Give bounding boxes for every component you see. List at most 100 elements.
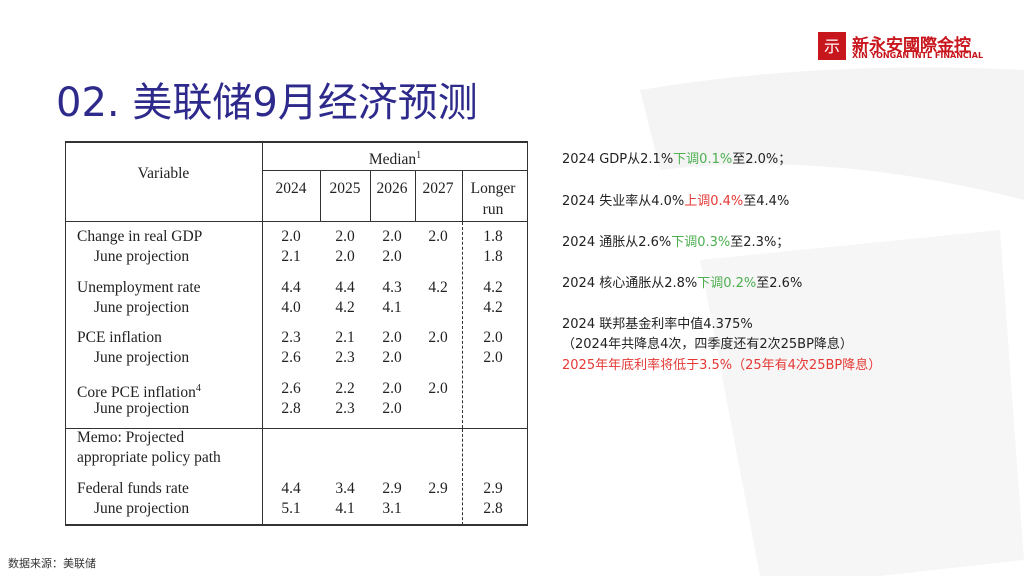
row-label: June projection bbox=[94, 400, 189, 418]
source: 数据来源：美联储 bbox=[8, 557, 96, 570]
table-rule bbox=[370, 170, 371, 221]
table-rule bbox=[415, 170, 416, 221]
table-rule bbox=[65, 141, 528, 143]
table-value: 2.0 bbox=[428, 228, 448, 245]
note-segment: 2024 GDP从2.1% bbox=[562, 152, 674, 167]
table-value: 2.0 bbox=[428, 329, 448, 346]
table-value: 3.4 bbox=[335, 480, 355, 497]
table-rule bbox=[65, 141, 66, 526]
table-rule bbox=[320, 170, 321, 221]
note-segment: 至2.0%； bbox=[732, 152, 792, 167]
note-segment: 2024 联邦基金利率中值4.375% bbox=[562, 317, 753, 332]
slide-title: 02. 美联储9月经济预测 bbox=[56, 80, 478, 126]
table-value: 4.2 bbox=[428, 278, 448, 296]
table-value: 1.8 bbox=[483, 248, 503, 265]
table-value: 2.0 bbox=[335, 248, 355, 265]
table-value: 4.4 bbox=[281, 278, 301, 296]
table-rule bbox=[65, 428, 528, 429]
table-value: 2.0 bbox=[382, 379, 402, 397]
row-label-text: June projection bbox=[94, 349, 190, 366]
table-rule bbox=[262, 170, 528, 171]
header-column: 2026 bbox=[376, 180, 408, 197]
table-value: 2.9 bbox=[483, 480, 503, 497]
note-segment: 2024 通胀从2.6% bbox=[562, 235, 672, 250]
table-value: 2.6 bbox=[281, 379, 301, 397]
row-label-text: June projection bbox=[94, 399, 190, 417]
row-label-text: Unemployment rate bbox=[77, 278, 201, 296]
note-segment: 至2.6% bbox=[756, 276, 803, 291]
table-value: 4.1 bbox=[382, 298, 402, 316]
header-column: 2025 bbox=[329, 180, 361, 197]
table-value: 2.8 bbox=[281, 399, 301, 417]
table-value: 2.1 bbox=[335, 329, 355, 346]
note-segment: 下调0.3% bbox=[671, 235, 731, 250]
table-value: 2.0 bbox=[382, 349, 402, 366]
header-median-text: Median bbox=[368, 151, 417, 169]
header-column: Longer run bbox=[470, 180, 516, 218]
logo-name: 新永安國際金控 bbox=[852, 36, 971, 56]
table-rule bbox=[462, 170, 463, 221]
table-value: 2.0 bbox=[428, 379, 448, 397]
table-value: 2.0 bbox=[382, 329, 402, 346]
logo-subtitle: XIN YONGAN INTL FINANCIAL bbox=[852, 51, 984, 60]
table-value: 2.3 bbox=[335, 349, 355, 366]
table-rule bbox=[527, 141, 528, 526]
table-rule bbox=[65, 524, 528, 526]
memo-label: Memo: Projected bbox=[77, 429, 185, 446]
table-value: 2.0 bbox=[483, 349, 503, 366]
row-label: June projection bbox=[94, 248, 189, 266]
table-value: 4.2 bbox=[483, 298, 503, 316]
row-label-text: Change in real GDP bbox=[77, 228, 203, 245]
note-segment: 上调0.4% bbox=[684, 194, 744, 209]
row-label-note: 4 bbox=[195, 382, 201, 394]
svg-text:示: 示 bbox=[824, 37, 840, 56]
table-value: 2.9 bbox=[382, 480, 402, 497]
note-line: 2024 失业率从4.0%上调0.4%至4.4% bbox=[562, 194, 789, 210]
table-rule bbox=[462, 222, 463, 428]
row-label: Federal funds rate bbox=[77, 480, 189, 498]
table-value: 2.3 bbox=[335, 399, 355, 417]
row-label: Core PCE inflation4 bbox=[77, 380, 201, 402]
logo-icon: 示 bbox=[818, 32, 846, 60]
row-label-text: Core PCE inflation bbox=[77, 383, 196, 401]
note-segment: 下调0.1% bbox=[673, 152, 733, 167]
row-label: Change in real GDP bbox=[77, 228, 202, 246]
note-line: 2024 核心通胀从2.8%下调0.2%至2.6% bbox=[562, 276, 802, 292]
table-rule bbox=[462, 429, 463, 525]
row-label: Unemployment rate bbox=[77, 279, 201, 297]
header-median: Median1 bbox=[262, 147, 528, 169]
row-label: June projection bbox=[94, 500, 189, 518]
row-label-text: Federal funds rate bbox=[77, 480, 189, 497]
table-rule bbox=[262, 141, 263, 526]
header-variable: Variable bbox=[137, 165, 190, 182]
row-label-text: June projection bbox=[94, 500, 190, 517]
table-value: 2.0 bbox=[382, 248, 402, 265]
note-line: （2024年共降息4次，四季度还有2次25BP降息） bbox=[562, 337, 853, 353]
note-segment: 2024 核心通胀从2.8% bbox=[562, 276, 698, 291]
table-value: 2.1 bbox=[281, 248, 301, 265]
note-segment: 下调0.2% bbox=[697, 276, 757, 291]
note-line: 2024 通胀从2.6%下调0.3%至2.3%； bbox=[562, 235, 789, 251]
row-label-text: June projection bbox=[94, 248, 190, 265]
table-value: 3.1 bbox=[382, 500, 402, 517]
table-value: 2.6 bbox=[281, 349, 301, 366]
row-label: June projection bbox=[94, 349, 189, 367]
table-value: 2.9 bbox=[428, 480, 448, 497]
note-line: 2025年年底利率将低于3.5%（25年有4次25BP降息） bbox=[562, 358, 881, 374]
note-segment: 至4.4% bbox=[743, 194, 790, 209]
header-column: 2024 bbox=[275, 180, 307, 197]
table-value: 4.1 bbox=[335, 500, 355, 517]
table-value: 4.4 bbox=[335, 278, 355, 296]
table-value: 2.0 bbox=[382, 399, 402, 417]
table-value: 4.2 bbox=[335, 298, 355, 316]
note-segment: （2024年共降息4次，四季度还有2次25BP降息） bbox=[562, 337, 853, 352]
row-label: June projection bbox=[94, 299, 189, 317]
table-value: 4.2 bbox=[483, 278, 503, 296]
header-median-note: 1 bbox=[416, 150, 422, 161]
note-line: 2024 GDP从2.1%下调0.1%至2.0%； bbox=[562, 152, 791, 168]
note-segment: 至2.3%； bbox=[730, 235, 790, 250]
table-value: 2.2 bbox=[335, 379, 355, 397]
